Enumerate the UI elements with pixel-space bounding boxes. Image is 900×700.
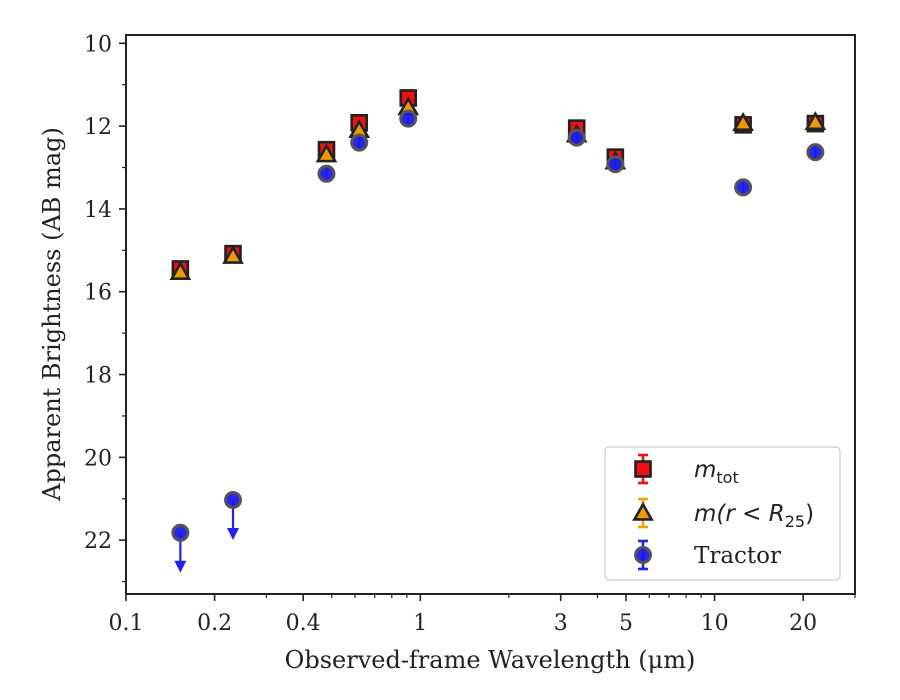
data-point-m_r25 <box>804 111 827 131</box>
legend-label-main: Tractor <box>694 543 781 569</box>
data-point-tractor <box>224 491 243 510</box>
legend-label-main: m(r < R <box>694 501 785 527</box>
legend-label-subscript: 25 <box>785 512 805 531</box>
upper-limit-arrow-head <box>174 560 187 573</box>
data-marks <box>169 89 827 573</box>
x-tick-label: 0.1 <box>109 611 144 636</box>
legend: mtot m(r < R25) Tractor <box>604 446 841 581</box>
x-tick-label: 0.2 <box>197 611 232 636</box>
plot-area-frame <box>125 34 856 595</box>
legend-label-tail: ) <box>805 501 814 527</box>
x-tick-label: 20 <box>789 611 817 636</box>
axis-ticks: 0.1 0.2 0.4 1 3 5 10 20 10 12 14 16 18 20 22 <box>84 32 856 636</box>
legend-label-main: m <box>694 457 716 483</box>
x-tick-label: 0.4 <box>286 611 321 636</box>
x-tick-label: 10 <box>701 611 729 636</box>
x-tick-label: 5 <box>619 611 633 636</box>
legend-label-m_tot: mtot <box>694 457 739 487</box>
legend-marker-tractor <box>634 546 652 564</box>
y-tick-label: 16 <box>84 281 112 306</box>
legend-label-tractor: Tractor <box>694 543 781 569</box>
data-point-m_r25 <box>315 143 338 163</box>
legend-label-subscript: tot <box>716 468 738 487</box>
series-m_r25 <box>169 96 827 281</box>
series-m_tot <box>171 89 825 278</box>
series-tractor <box>171 109 825 573</box>
x-tick-label: 1 <box>413 611 427 636</box>
data-point-m_r25 <box>169 261 192 281</box>
data-point-tractor <box>606 155 625 174</box>
y-tick-label: 20 <box>84 446 112 471</box>
upper-limit-arrow-head <box>227 528 240 541</box>
x-axis-title: Observed-frame Wavelength (μm) <box>285 646 696 674</box>
legend-item-m_tot: mtot <box>634 453 739 487</box>
data-point-tractor <box>350 133 369 152</box>
y-tick-label: 18 <box>84 364 112 389</box>
data-point-tractor <box>806 143 825 162</box>
y-tick-label: 14 <box>84 198 112 223</box>
x-tick-label: 3 <box>554 611 568 636</box>
legend-marker-m_r25 <box>632 501 654 521</box>
data-point-m_r25 <box>222 244 244 264</box>
data-point-tractor <box>171 523 190 542</box>
data-point-tractor <box>567 128 586 147</box>
y-tick-label: 22 <box>84 529 112 554</box>
legend-marker-m_tot <box>634 460 652 478</box>
data-point-tractor <box>399 109 418 128</box>
data-point-tractor <box>317 164 336 183</box>
legend-item-tractor: Tractor <box>634 539 781 571</box>
data-point-tractor <box>734 178 753 197</box>
legend-box <box>604 446 841 581</box>
y-tick-label: 12 <box>84 115 112 140</box>
legend-label-m_r25: m(r < R25) <box>694 501 814 531</box>
y-axis-title: Apparent Brightness (AB mag) <box>38 127 66 502</box>
legend-item-m_r25: m(r < R25) <box>632 497 814 531</box>
y-tick-label: 10 <box>84 32 112 57</box>
data-point-m_r25 <box>732 111 754 131</box>
